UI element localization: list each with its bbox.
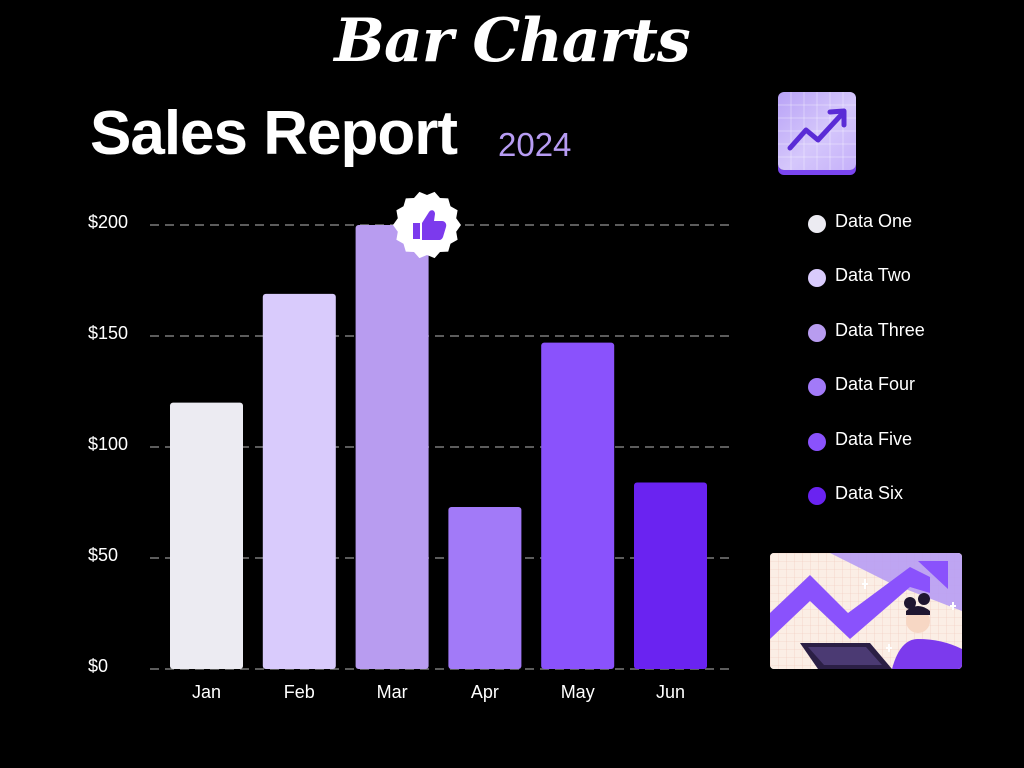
thumbs-up-badge-icon [392, 190, 462, 260]
bar-may [541, 342, 615, 669]
banner-title: Bar Charts [334, 6, 690, 76]
bar-apr [448, 506, 522, 669]
x-tick-label: Jan [192, 682, 221, 702]
legend-swatch [808, 486, 826, 505]
x-tick-label: May [561, 682, 595, 702]
y-tick-label: $150 [88, 323, 128, 343]
legend-label: Data Six [835, 482, 904, 503]
legend-item: Data Two [808, 264, 1008, 318]
bars [170, 225, 707, 669]
y-axis: $0 $50 $100 $150 $200 [88, 212, 128, 676]
bar-feb [262, 293, 336, 669]
x-tick-label: Mar [377, 682, 408, 702]
bar-mar [355, 225, 429, 669]
page-title: Sales Report [90, 99, 458, 168]
x-tick-label: Apr [471, 682, 499, 702]
y-tick-label: $50 [88, 545, 118, 565]
legend-swatch [808, 269, 826, 288]
x-tick-label: Jun [656, 682, 685, 702]
trend-up-icon [778, 92, 856, 170]
legend-item: Data Six [808, 482, 1008, 536]
legend-swatch [808, 378, 826, 397]
legend-label: Data One [835, 211, 913, 231]
legend-swatch [808, 432, 826, 451]
y-tick-label: $100 [88, 434, 128, 454]
bar-jun [634, 482, 707, 669]
legend-label: Data Two [835, 265, 911, 286]
chart-legend: Data One Data Two Data Three Data Four D… [808, 210, 1008, 536]
legend-swatch [808, 323, 826, 342]
legend-item: Data Five [808, 428, 1008, 482]
x-axis: Jan Feb Mar Apr May Jun [192, 682, 685, 702]
page-subtitle: 2024 [498, 126, 572, 163]
legend-item: Data Four [808, 373, 1008, 427]
legend-item: Data One [808, 210, 1008, 264]
legend-label: Data Five [835, 428, 913, 449]
y-tick-label: $0 [88, 656, 108, 676]
legend-swatch [808, 215, 826, 233]
legend-label: Data Three [835, 319, 925, 340]
legend-item: Data Three [808, 319, 1008, 373]
woman-laptop-growth-illustration [770, 553, 962, 669]
y-tick-label: $200 [88, 212, 128, 232]
legend-label: Data Four [835, 374, 916, 395]
x-tick-label: Feb [284, 682, 315, 702]
bar-jan [170, 402, 243, 669]
